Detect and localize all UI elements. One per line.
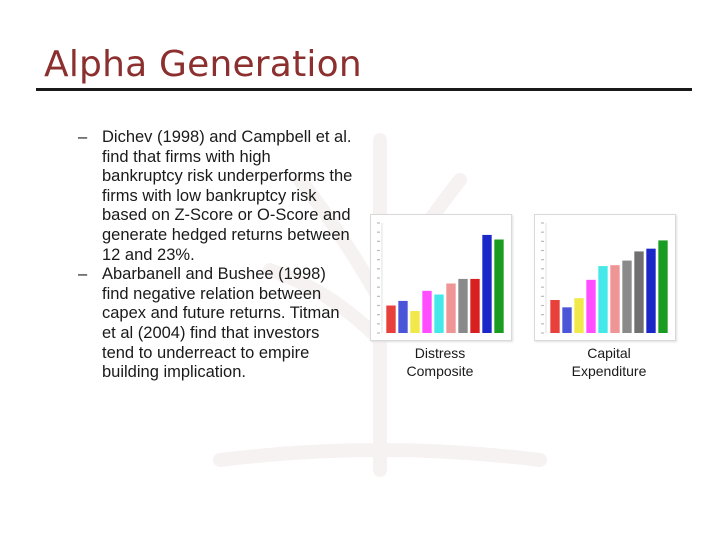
distress-composite-chart xyxy=(370,214,512,341)
capex-chart-svg xyxy=(541,222,668,334)
bullet-list: – Dichev (1998) and Campbell et al. find… xyxy=(74,128,354,383)
y-tick xyxy=(377,249,380,252)
bar-2 xyxy=(398,300,408,333)
bar-4 xyxy=(586,279,596,333)
bar-1 xyxy=(550,300,560,333)
y-tick xyxy=(541,332,544,334)
y-tick xyxy=(541,268,544,270)
bar-9 xyxy=(646,248,656,333)
y-tick xyxy=(377,268,380,270)
bar-3 xyxy=(574,298,584,333)
y-tick xyxy=(541,222,544,224)
y-tick xyxy=(541,277,544,279)
y-tick xyxy=(377,323,380,325)
y-tick xyxy=(377,277,380,279)
bar-10 xyxy=(494,239,504,333)
y-tick xyxy=(541,323,544,325)
y-tick xyxy=(377,222,380,224)
bar-1 xyxy=(386,305,396,333)
caption-line-2: Composite xyxy=(406,363,474,379)
y-tick xyxy=(377,314,380,316)
y-tick xyxy=(541,286,544,288)
y-tick xyxy=(377,231,380,233)
bullet-item: – Abarbanell and Bushee (1998) find nega… xyxy=(74,265,354,383)
y-tick xyxy=(541,259,544,261)
bullet-dash: – xyxy=(78,128,88,146)
y-tick xyxy=(377,240,380,242)
y-tick xyxy=(541,295,544,297)
distress-chart-svg xyxy=(377,222,504,334)
bar-9 xyxy=(482,234,492,333)
bar-10 xyxy=(658,240,668,333)
bar-5 xyxy=(434,294,444,333)
bullet-item: – Dichev (1998) and Campbell et al. find… xyxy=(74,128,354,265)
bar-8 xyxy=(634,251,644,333)
y-tick xyxy=(541,231,544,233)
bar-6 xyxy=(610,265,620,333)
bar-4 xyxy=(422,290,432,333)
capex-chart-caption: Capital Expenditure xyxy=(529,344,689,380)
bar-8 xyxy=(470,278,480,333)
y-tick xyxy=(377,332,380,334)
caption-line-1: Distress xyxy=(414,345,466,361)
caption-line-1: Capital xyxy=(587,345,631,361)
y-tick xyxy=(541,314,544,316)
y-tick xyxy=(377,295,380,297)
distress-chart-caption: Distress Composite xyxy=(360,344,520,380)
bar-3 xyxy=(410,311,420,333)
caption-line-2: Expenditure xyxy=(571,363,647,379)
bar-5 xyxy=(598,266,608,333)
slide-title: Alpha Generation xyxy=(44,44,362,85)
bullet-text: Abarbanell and Bushee (1998) find negati… xyxy=(102,265,340,382)
bar-7 xyxy=(622,260,632,333)
title-underline xyxy=(36,88,692,91)
capital-expenditure-chart xyxy=(534,214,676,341)
y-tick xyxy=(541,240,544,242)
y-tick xyxy=(541,304,544,307)
y-tick xyxy=(541,249,544,252)
bar-6 xyxy=(446,283,456,333)
y-tick xyxy=(377,259,380,261)
bullet-dash: – xyxy=(78,265,88,284)
bar-2 xyxy=(562,307,572,333)
y-tick xyxy=(377,304,380,307)
y-tick xyxy=(377,286,380,288)
bar-7 xyxy=(458,278,468,333)
bullet-text: Dichev (1998) and Campbell et al. find t… xyxy=(102,128,353,264)
